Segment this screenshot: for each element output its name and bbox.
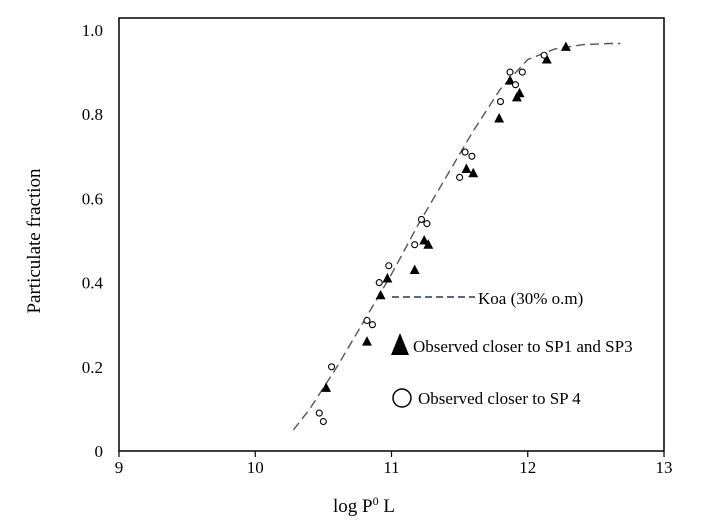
- circle-point: [368, 321, 376, 329]
- triangle-point: [321, 382, 332, 392]
- triangle-point: [382, 272, 393, 283]
- legend-entry-2: Observed closer to SP 4: [392, 388, 581, 408]
- circle-point: [468, 152, 476, 160]
- circle-point: [456, 173, 464, 181]
- x-axis-label-sup: 0: [373, 494, 379, 508]
- circle-point: [411, 241, 419, 249]
- triangle-point: [560, 41, 571, 51]
- circle-point: [506, 68, 514, 76]
- triangle-point: [362, 336, 372, 346]
- x-tick-label: 10: [247, 458, 264, 477]
- triangle-point: [419, 235, 430, 245]
- y-tick-label: 1.0: [82, 21, 103, 40]
- y-tick-label: 0.4: [82, 274, 104, 293]
- y-tick-label: 0.6: [82, 189, 103, 208]
- triangle-point: [461, 163, 472, 173]
- circle-point: [511, 81, 520, 89]
- y-tick-label: 0.8: [82, 105, 103, 124]
- circle-point: [540, 51, 548, 59]
- legend-label: Observed closer to SP1 and SP3: [413, 337, 633, 356]
- triangle-point: [375, 289, 386, 300]
- x-tick-label: 9: [115, 458, 124, 477]
- triangle-point: [468, 167, 479, 178]
- legend-entry-1: Observed closer to SP1 and SP3: [391, 333, 633, 356]
- triangle-point: [409, 264, 420, 275]
- x-axis-ticks: 9 10 11 12 13: [115, 451, 673, 477]
- koa-curve-line: [292, 42, 621, 431]
- y-tick-label: 0.2: [82, 358, 103, 377]
- legend-circle-icon: [392, 388, 412, 408]
- circle-point: [461, 148, 469, 156]
- series-2: [315, 51, 548, 426]
- circle-point: [327, 363, 336, 371]
- series-1: [321, 41, 571, 392]
- circle-point: [417, 215, 426, 223]
- circle-point: [363, 316, 371, 325]
- triangle-point: [514, 87, 525, 98]
- x-axis-label: log P0 L: [333, 494, 395, 517]
- triangle-point: [505, 75, 515, 85]
- x-tick-label: 13: [656, 458, 673, 477]
- triangle-point: [494, 113, 505, 123]
- circle-point: [423, 220, 431, 228]
- series-layer: [292, 41, 621, 431]
- y-axis-label: Particulate fraction: [24, 168, 45, 314]
- y-tick-label: 0: [95, 442, 104, 461]
- circle-point: [496, 98, 505, 106]
- x-tick-label: 11: [383, 458, 399, 477]
- legend-entry-0: Koa (30% o.m): [392, 289, 583, 308]
- plot-border: [118, 17, 665, 452]
- legend-label: Observed closer to SP 4: [418, 389, 581, 408]
- triangle-point: [541, 54, 552, 64]
- series-0: [292, 42, 621, 431]
- legend: Koa (30% o.m) Observed closer to SP1 and …: [391, 289, 633, 408]
- y-axis-ticks: 0 0.2 0.4 0.6 0.8 1.0: [82, 21, 104, 461]
- legend-triangle-icon: [391, 333, 409, 355]
- x-axis-label-tail: L: [379, 496, 395, 517]
- x-axis-label-base: log P: [333, 496, 373, 517]
- circle-point: [385, 262, 393, 270]
- triangle-point: [423, 239, 434, 249]
- x-tick-label: 12: [519, 458, 536, 477]
- legend-label: Koa (30% o.m): [478, 289, 583, 308]
- circle-point: [375, 279, 383, 287]
- plot-frame: [118, 17, 665, 452]
- circle-point: [518, 68, 526, 76]
- circle-point: [319, 417, 327, 426]
- circle-point: [315, 409, 323, 417]
